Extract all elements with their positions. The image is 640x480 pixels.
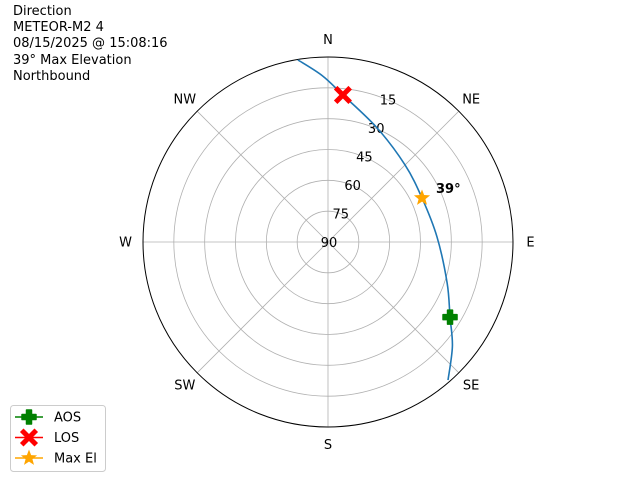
radial-tick-label: 60 [344,179,361,194]
radial-tick-label: 90 [321,236,338,251]
grid-spoke [327,241,460,374]
direction-label: SW [174,379,195,394]
title-line: 39° Max Elevation [13,52,132,68]
grid-spoke [196,241,329,374]
radial-tick-label: 45 [356,151,373,166]
direction-label: N [323,33,333,48]
los-marker-stroke [333,85,352,104]
max-el-marker [413,189,431,205]
legend-label: Max El [54,452,97,467]
grid-spoke [196,110,329,243]
direction-label: SE [463,379,479,394]
title-line: Direction [13,4,72,19]
legend-los-marker [19,428,39,447]
legend-aos-marker [21,409,37,425]
los-marker [333,85,352,104]
legend-label: AOS [54,411,81,426]
title-line: METEOR-M2 4 [13,20,104,36]
legend-max-el-marker [20,449,38,465]
direction-label: NW [174,92,197,107]
pass-track-line [297,59,454,381]
max-elevation-annotation: 39° [436,182,461,197]
radial-tick-label: 30 [368,122,385,137]
direction-label: W [119,236,132,251]
direction-label: E [526,236,534,251]
plot-title: Direction METEOR-M2 4 08/15/2025 @ 15:08:1… [13,4,168,85]
title-line: Northbound [13,68,91,84]
direction-label: S [324,438,332,453]
radial-tick-label: 75 [333,208,350,223]
legend-los-marker-stroke [19,428,39,447]
grid-spoke [327,110,460,243]
polar-frame [142,56,514,428]
radial-tick-label: 15 [380,94,397,109]
aos-marker [442,309,458,325]
legend-box [10,405,106,472]
title-line: 08/15/2025 @ 15:08:16 [13,36,168,52]
direction-label: NE [462,92,480,107]
legend-label: LOS [54,431,79,446]
